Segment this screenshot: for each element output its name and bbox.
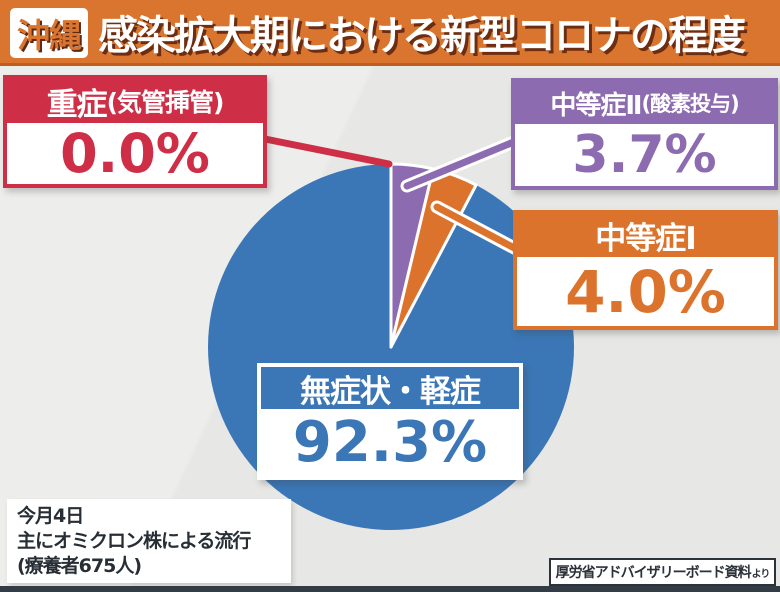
callout-mild-title-main: 無症状・軽症 xyxy=(300,373,481,410)
footnote-line-1: 今月4日 xyxy=(17,505,84,527)
source-suffix: より xyxy=(751,568,771,580)
leader-line-severe xyxy=(261,135,393,168)
callout-severe-title-main: 重症 xyxy=(46,86,108,123)
footnote-line-3: (療養者675人) xyxy=(17,555,142,577)
source-box: 厚労省アドバイザリーボード資料 より xyxy=(549,558,776,586)
callout-moderate1-title: 中等症Ⅰ xyxy=(517,214,774,257)
callout-severe-title: 重症 (気管挿管) xyxy=(7,79,263,123)
source-text: 厚労省アドバイザリーボード資料 xyxy=(555,565,752,581)
leader-line-moderate1 xyxy=(433,203,522,254)
page-title: 感染拡大期における新型コロナの程度 xyxy=(98,12,746,59)
callout-severe: 重症 (気管挿管) 0.0% xyxy=(3,75,267,188)
leader-lines xyxy=(261,134,525,257)
callout-moderate2-title: 中等症Ⅱ (酸素投与) xyxy=(515,82,774,124)
callout-mild-value: 92.3% xyxy=(292,409,488,475)
header-bar: 沖縄 感染拡大期における新型コロナの程度 xyxy=(0,0,780,66)
callout-severe-title-note: (気管挿管) xyxy=(106,88,225,117)
region-badge: 沖縄 xyxy=(10,8,88,58)
footnote-box: 今月4日 主にオミクロン株による流行 (療養者675人) xyxy=(7,499,291,583)
bottom-accent-bar xyxy=(0,586,780,592)
callout-moderate2-title-main: 中等症Ⅱ xyxy=(550,90,642,121)
callout-moderate2-title-note: (酸素投与) xyxy=(641,92,739,116)
leader-line-moderate2 xyxy=(403,137,520,190)
callout-mild: 無症状・軽症 92.3% xyxy=(257,363,523,480)
callout-moderate1-title-main: 中等症Ⅰ xyxy=(595,221,697,257)
footnote-line-2: 主にオミクロン株による流行 xyxy=(17,530,251,552)
callout-moderate2-value: 3.7% xyxy=(572,125,717,185)
callout-moderate1: 中等症Ⅰ 4.0% xyxy=(513,210,778,330)
callout-severe-value: 0.0% xyxy=(60,121,210,185)
callout-mild-title: 無症状・軽症 xyxy=(261,367,519,410)
callout-moderate1-value: 4.0% xyxy=(565,257,726,326)
callout-moderate2: 中等症Ⅱ (酸素投与) 3.7% xyxy=(511,78,778,190)
